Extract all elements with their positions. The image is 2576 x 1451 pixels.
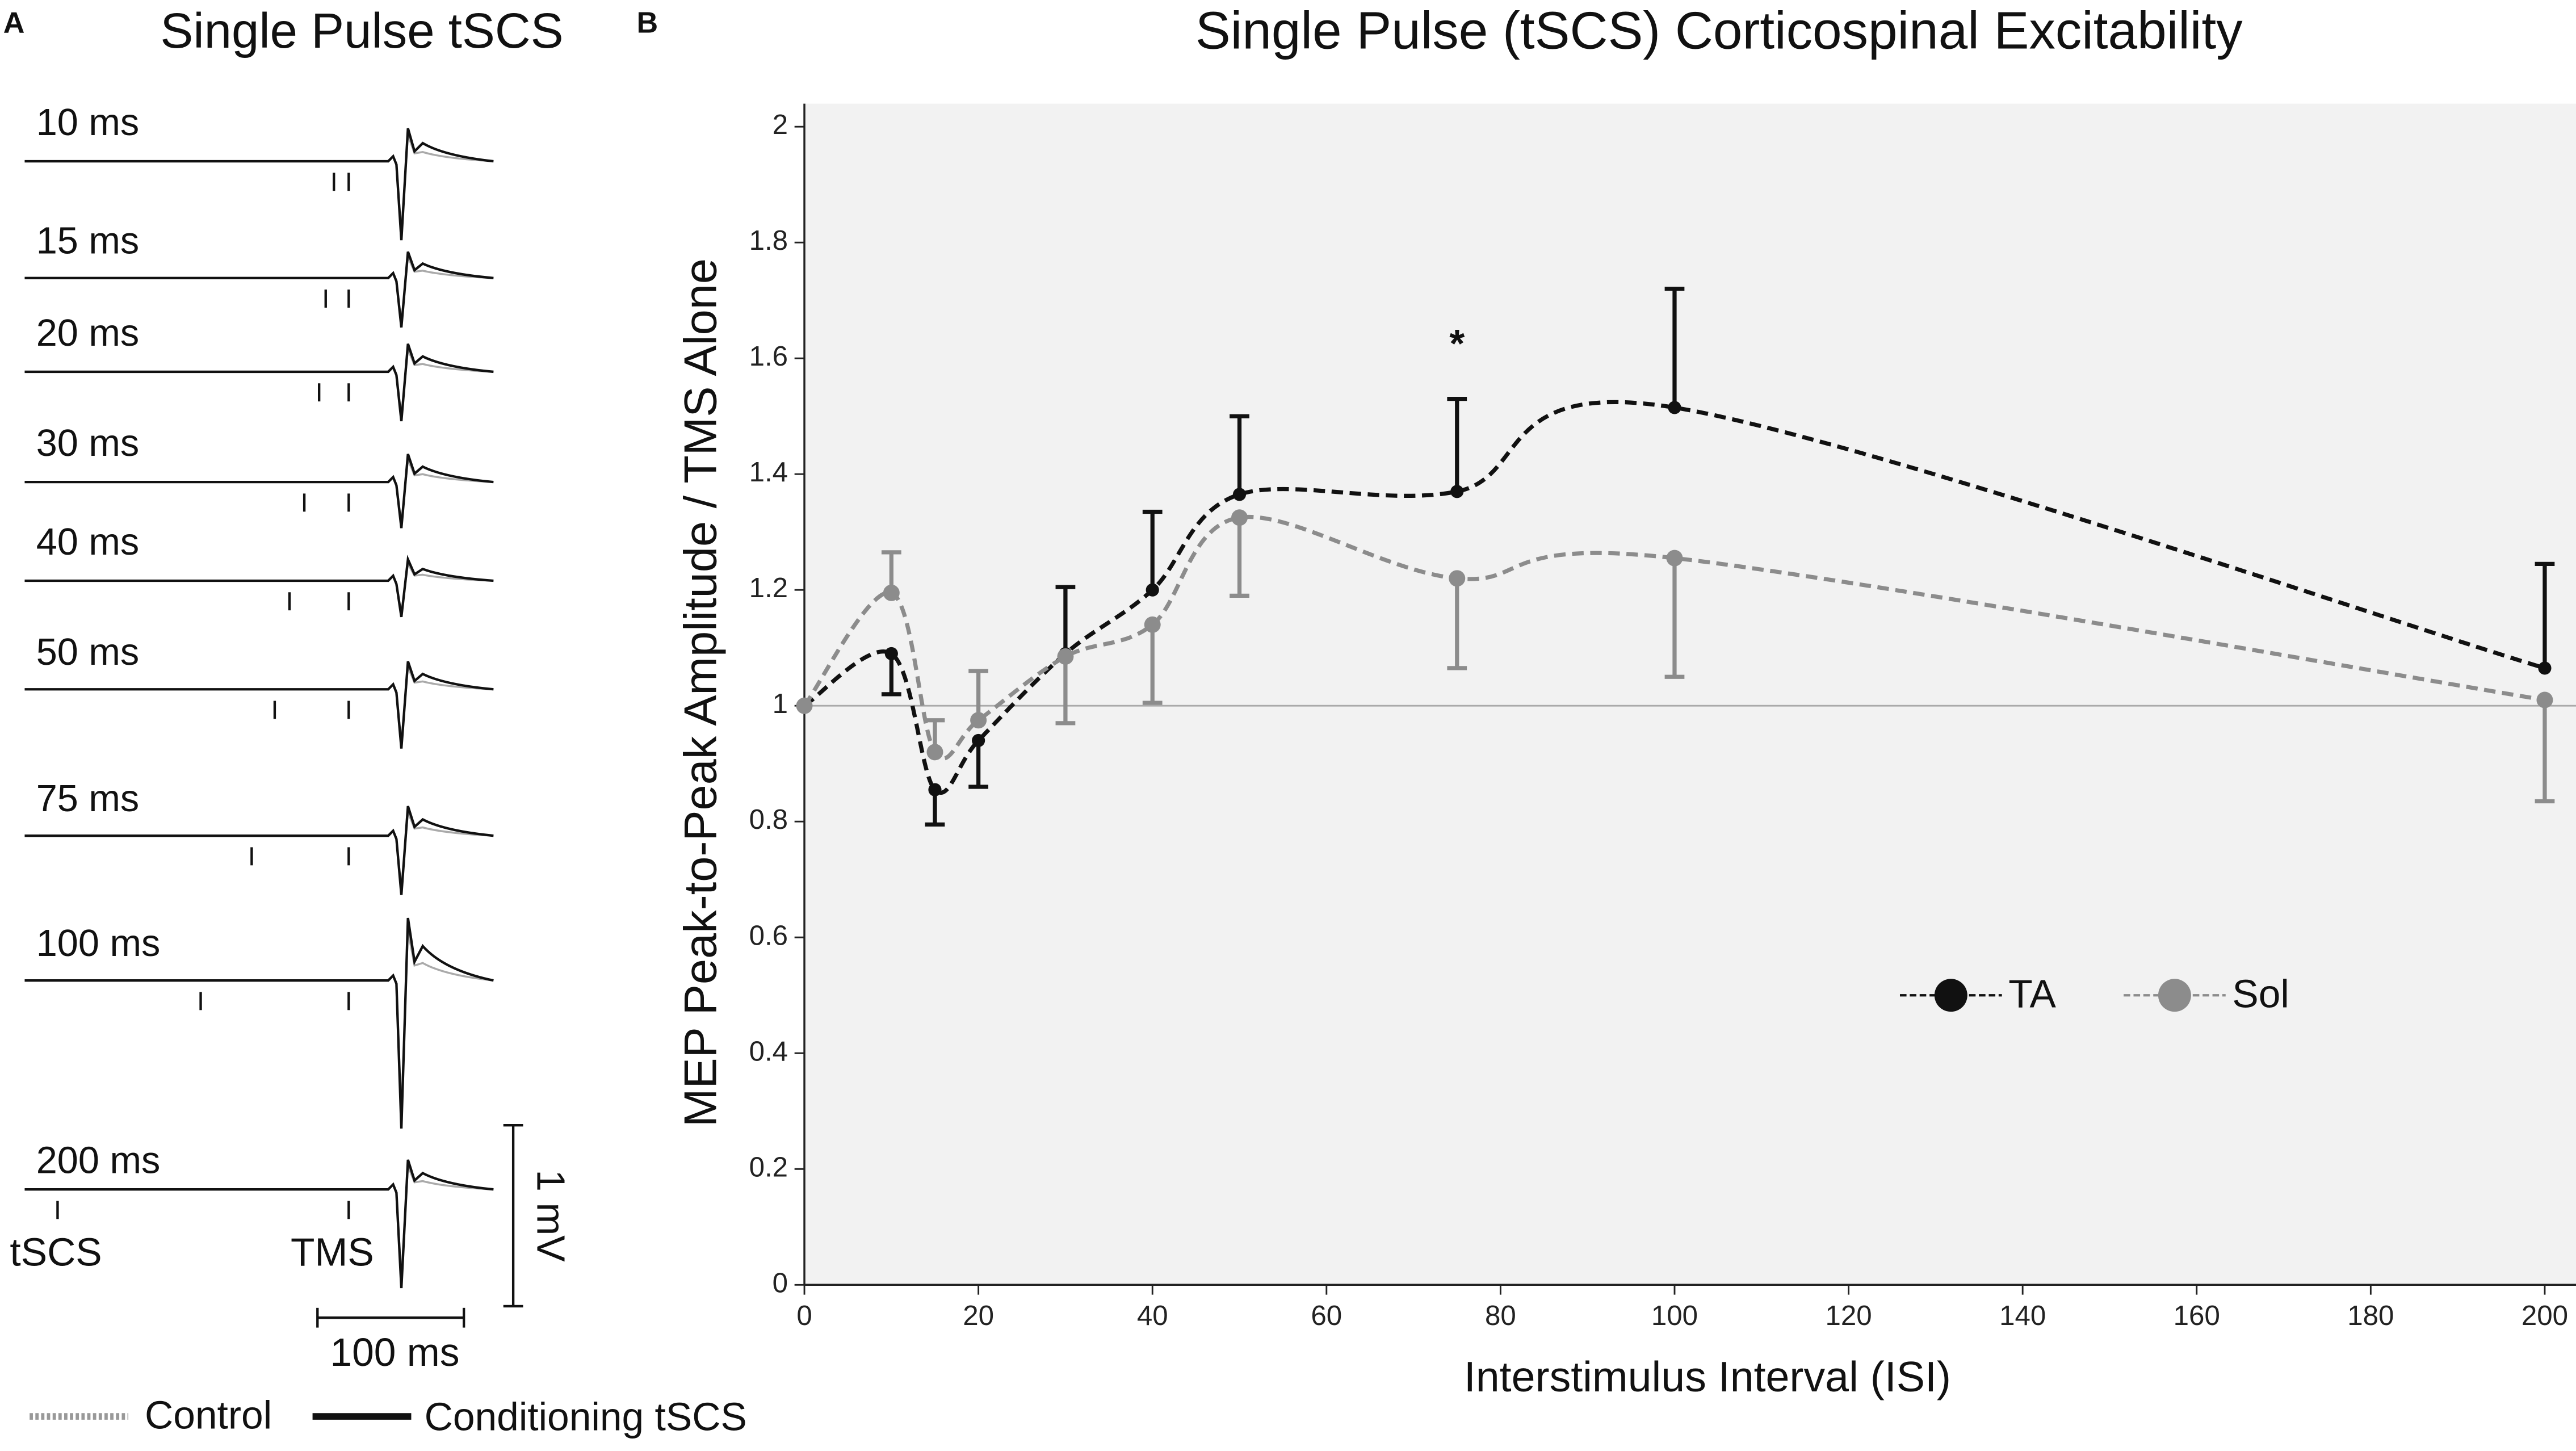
y-tick-label: 1.4 xyxy=(749,456,788,488)
stim-label: tSCS xyxy=(10,1230,102,1274)
annotation: * xyxy=(1449,321,1465,366)
y-tick-label: 0.8 xyxy=(749,804,788,835)
data-point xyxy=(1449,570,1466,587)
data-point xyxy=(1450,485,1464,498)
conditioning-trace xyxy=(24,1159,494,1289)
series-line xyxy=(803,514,2545,761)
series-line xyxy=(803,400,2545,795)
panel-title: Single Pulse tSCS xyxy=(160,3,563,58)
conditioning-trace xyxy=(24,555,494,618)
y-axis-title: MEP Peak-to-Peak Amplitude / TMS Alone xyxy=(676,258,727,1127)
legend-label: TA xyxy=(2008,972,2056,1016)
data-point xyxy=(926,744,943,761)
trace-label: 30 ms xyxy=(36,422,139,464)
x-tick-label: 140 xyxy=(1999,1300,2046,1331)
y-tick-label: 1.8 xyxy=(749,225,788,256)
data-point xyxy=(796,697,813,714)
legend-label: Sol xyxy=(2232,972,2289,1016)
control-trace xyxy=(24,135,494,233)
x-axis-title: Interstimulus Interval (ISI) xyxy=(1464,1353,1951,1400)
x-tick-label: 60 xyxy=(1311,1300,1342,1331)
data-point xyxy=(1232,488,1247,501)
y-tick-label: 1.2 xyxy=(749,572,788,603)
trace-label: 75 ms xyxy=(36,778,139,820)
scale-label: 1 mV xyxy=(529,1169,573,1262)
x-tick-label: 200 xyxy=(2522,1300,2568,1331)
y-tick-label: 1 xyxy=(773,688,788,719)
y-tick-label: 1.6 xyxy=(749,341,788,372)
plot-background xyxy=(804,103,2576,1285)
data-point xyxy=(1144,616,1161,633)
control-trace xyxy=(24,666,494,743)
x-tick-label: 40 xyxy=(1137,1300,1168,1331)
data-point xyxy=(1666,550,1683,567)
x-tick-label: 160 xyxy=(2174,1300,2220,1331)
data-point xyxy=(970,712,987,729)
data-point xyxy=(1231,509,1248,526)
conditioning-trace xyxy=(24,128,494,241)
conditioning-trace xyxy=(24,251,494,328)
panel-letter: A xyxy=(3,6,25,39)
control-trace xyxy=(24,349,494,417)
x-tick-label: 80 xyxy=(1485,1300,1516,1331)
x-tick-label: 20 xyxy=(963,1300,994,1331)
trace-label: 100 ms xyxy=(36,922,161,964)
data-point xyxy=(2536,691,2553,708)
y-tick-label: 0.2 xyxy=(749,1151,788,1182)
x-tick-label: 100 xyxy=(1651,1300,1698,1331)
conditioning-trace xyxy=(24,661,494,749)
data-point xyxy=(928,783,942,796)
trace-label: 40 ms xyxy=(36,521,139,563)
control-trace xyxy=(24,459,494,524)
trace-label: 200 ms xyxy=(36,1139,161,1181)
conditioning-trace xyxy=(24,343,494,422)
y-tick-label: 0.4 xyxy=(749,1035,788,1067)
data-point xyxy=(883,584,900,601)
y-tick-label: 0.6 xyxy=(749,920,788,951)
data-point xyxy=(884,647,898,661)
conditioning-trace xyxy=(24,454,494,529)
trace-label: 20 ms xyxy=(36,312,139,354)
data-point xyxy=(2538,661,2552,675)
x-tick-label: 0 xyxy=(796,1300,812,1331)
trace-label: 10 ms xyxy=(36,102,139,144)
control-trace xyxy=(24,811,494,890)
data-point xyxy=(1668,401,1681,414)
x-tick-label: 180 xyxy=(2347,1300,2394,1331)
legend-label: Conditioning tSCS xyxy=(425,1394,747,1439)
legend-label: Control xyxy=(145,1393,272,1437)
y-tick-label: 0 xyxy=(773,1267,788,1298)
chart-title: Single Pulse (tSCS) Corticospinal Excita… xyxy=(1195,1,2243,60)
legend-marker xyxy=(1934,979,1967,1012)
conditioning-trace xyxy=(24,806,494,895)
legend-marker xyxy=(2158,979,2191,1012)
y-tick-label: 2 xyxy=(773,109,788,140)
trace-label: 50 ms xyxy=(36,631,139,673)
trace-label: 15 ms xyxy=(36,220,139,262)
control-trace xyxy=(24,560,494,614)
data-point xyxy=(1057,648,1074,665)
scale-label: 100 ms xyxy=(330,1330,459,1374)
x-tick-label: 120 xyxy=(1825,1300,1872,1331)
stim-label: TMS xyxy=(291,1230,374,1274)
data-point xyxy=(1146,583,1159,597)
panel-letter: B xyxy=(636,6,658,39)
conditioning-trace xyxy=(24,917,494,1129)
data-point xyxy=(972,733,985,748)
